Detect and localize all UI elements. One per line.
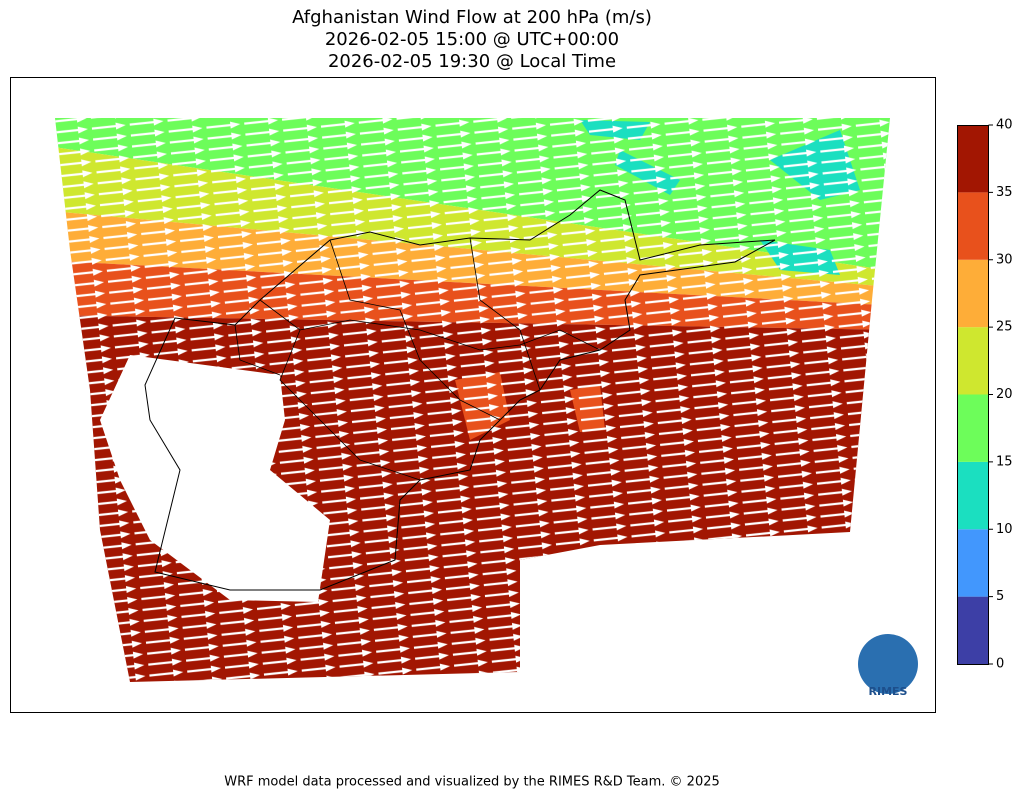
boundary: [144, 189, 776, 591]
colorbar-segment: [957, 461, 989, 530]
colorbar-tick-label: 25: [996, 320, 1013, 335]
no-data: [100, 355, 330, 602]
colorbar-tick-label: 10: [996, 522, 1013, 537]
title: Afghanistan Wind Flow at 200 hPa (m/s): [292, 7, 652, 28]
admin-lines: [234, 237, 601, 481]
colorbar-segment: [957, 125, 989, 193]
footer: WRF model data processed and visualized …: [224, 775, 720, 790]
colorbar-tick-label: 20: [996, 387, 1013, 402]
colorbar-segment: [957, 327, 989, 395]
colorbar-frame: [957, 125, 989, 665]
colorbar-tick-label: 0: [996, 657, 1004, 672]
colorbar-tick-label: 40: [996, 118, 1013, 133]
colorbar-tick-label: 15: [996, 454, 1013, 469]
colorbar-segment: [957, 259, 989, 328]
colorbar-segment: [957, 394, 989, 462]
subtitle: 2026-02-05 15:00 @ UTC+00:00: [325, 29, 619, 50]
colorbar-segment: [957, 192, 989, 260]
colorbar-segment: [957, 529, 989, 597]
subtitle: 2026-02-05 19:30 @ Local Time: [328, 51, 616, 72]
logo: [858, 634, 918, 694]
colorbar-tick-label: 5: [996, 589, 1004, 604]
colorbar-tick-label: 35: [996, 185, 1013, 200]
logo-text: RIMES: [869, 685, 908, 698]
colorbar: 0 5 10 15 20 25 30 35 40: [957, 118, 1013, 672]
colorbar-segment: [957, 596, 989, 664]
colorbar-tick-label: 30: [996, 252, 1013, 267]
